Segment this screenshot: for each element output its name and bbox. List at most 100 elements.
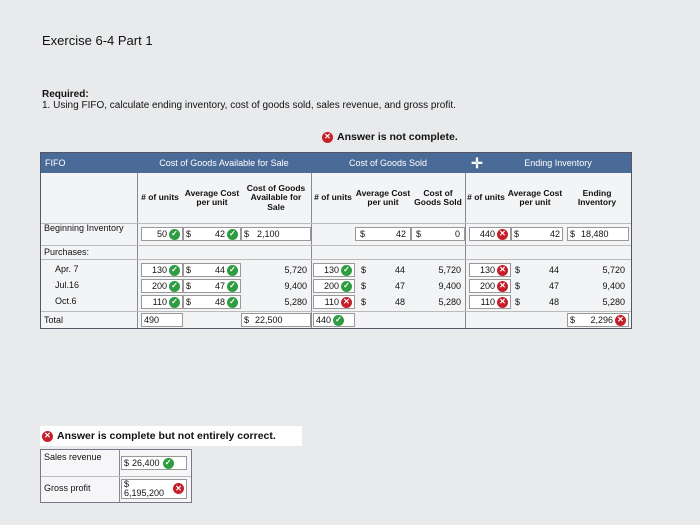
beg-cogs-value: 0 [454,229,460,239]
beg-cogs-input[interactable]: $0 [411,227,465,241]
purchase-units-input[interactable]: 200 ✓ [141,279,183,293]
goods-available-header: Cost of Goods Available for Sale [137,153,311,173]
purchase-cost-value: 48 [214,297,225,307]
purchase-cost-input[interactable]: $47 ✓ [183,279,241,293]
purchase-sold-units-input[interactable]: 110 ✕ [313,295,355,309]
dollar-sign: $ [514,229,520,239]
total-sold-units-input[interactable]: 440 ✓ [313,313,355,327]
col-avg-cost-available: Average Cost per unit [184,187,240,207]
total-units-value: 490 [144,315,160,325]
purchase-sold-units-input[interactable]: 200 ✓ [313,279,355,293]
required-label: Required: [42,89,89,100]
beg-avail-input[interactable]: $2,100 [241,227,311,241]
purchase-end-total-value: 9,400 [602,281,625,291]
purchase-end-units-input[interactable]: 200 ✕ [469,279,511,293]
gross-profit-value: 6,195,200 [124,488,165,498]
purchase-cost-value: 47 [214,281,225,291]
beg-end-cost-value: 42 [549,229,560,239]
purchase-end-cost-value: 44 [548,265,559,275]
incorrect-icon: ✕ [173,483,184,494]
col-units-available: # of units [141,192,179,203]
purchase-units-value: 130 [151,265,167,275]
dollar-sign: $ [515,297,521,307]
dollar-sign: $ [570,315,576,325]
beg-end-units-input[interactable]: 440 ✕ [469,227,511,241]
dollar-sign: $ [124,479,130,489]
correct-icon: ✓ [169,228,180,240]
dollar-sign: $ [361,281,367,291]
dollar-sign: $ [186,281,192,291]
incorrect-icon: ✕ [341,296,352,308]
incorrect-icon: ✕ [615,314,626,326]
beg-units-input[interactable]: 50 ✓ [141,227,183,241]
dollar-sign: $ [124,458,130,468]
purchase-sold-cost-value: 47 [394,281,405,291]
beg-cost-input[interactable]: $42 ✓ [183,227,241,241]
purchase-cost-value: 44 [214,265,225,275]
partial-correct-text: Answer is complete but not entirely corr… [57,430,276,442]
instruction-text: 1. Using FIFO, calculate ending inventor… [42,100,456,111]
purchase-units-value: 200 [151,281,167,291]
col-units-ending: # of units [467,192,505,203]
incorrect-icon: ✕ [42,430,53,442]
purchase-end-total-value: 5,720 [602,265,625,275]
total-end-input[interactable]: $2,296 ✕ [567,313,629,327]
expand-plus-icon[interactable]: ✛ [471,155,483,171]
beg-end-cost-input[interactable]: $42 [511,227,563,241]
purchase-end-cost-value: 47 [548,281,559,291]
sales-revenue-input[interactable]: $26,400 ✓ [121,456,187,470]
purchase-units-input[interactable]: 110 ✓ [141,295,183,309]
gross-profit-label: Gross profit [44,483,91,493]
beg-units-value: 50 [156,229,167,239]
correct-icon: ✓ [333,314,345,326]
total-avail-value: 22,500 [255,315,283,325]
purchase-end-cost-value: 48 [548,297,559,307]
incorrect-icon: ✕ [322,131,333,143]
purchase-end-units-value: 200 [479,281,495,291]
correct-icon: ✓ [227,280,238,292]
purchase-sold-cost: $48 [357,295,409,309]
col-avg-cost-sold: Average Cost per unit [355,187,411,207]
dollar-sign: $ [186,265,192,275]
correct-icon: ✓ [169,296,180,308]
gross-profit-input[interactable]: $ 6,195,200 ✕ [121,479,187,499]
row-label-purchases: Purchases: [44,247,90,257]
purchase-end-units-value: 110 [480,297,495,307]
purchase-sold-units-input[interactable]: 130 ✓ [313,263,355,277]
col-cogs: Cost of Goods Sold [414,187,462,207]
purchase-end-cost: $44 [513,263,561,277]
purchase-cost-input[interactable]: $44 ✓ [183,263,241,277]
purchase-units-input[interactable]: 130 ✓ [141,263,183,277]
correct-icon: ✓ [227,228,238,240]
purchase-end-cost: $48 [513,295,561,309]
row-label-purchase: Apr. 7 [55,264,79,274]
incorrect-icon: ✕ [497,228,508,240]
beg-avail-value: 2,100 [257,229,280,239]
total-sold-units-value: 440 [316,315,332,325]
answer-status-banner: ✕ Answer is not complete. [322,131,458,143]
purchase-end-units-input[interactable]: 110 ✕ [469,295,511,309]
dollar-sign: $ [515,265,521,275]
purchase-units-value: 110 [152,297,167,307]
total-avail-input[interactable]: $22,500 [241,313,311,327]
col-ending-inventory: Ending Inventory [577,187,617,207]
sales-revenue-label: Sales revenue [44,452,102,462]
purchase-cogs-value: 5,280 [438,297,461,307]
purchase-end-units-input[interactable]: 130 ✕ [469,263,511,277]
dollar-sign: $ [416,229,422,239]
incorrect-icon: ✕ [497,280,508,292]
total-units-input[interactable]: 490 [141,313,183,327]
beg-sold-cost-input[interactable]: $42 [355,227,411,241]
col-avg-cost-ending: Average Cost per unit [507,187,563,207]
sales-revenue-value: 26,400 [132,458,160,468]
correct-icon: ✓ [227,264,238,276]
row-label-total: Total [44,315,64,325]
purchase-cost-input[interactable]: $48 ✓ [183,295,241,309]
correct-icon: ✓ [341,280,352,292]
purchase-avail-value: 9,400 [284,281,307,291]
row-label-beginning: Beginning Inventory [44,223,124,233]
purchase-sold-cost-value: 48 [394,297,405,307]
answer-status-text: Answer is not complete. [337,131,458,143]
beg-end-total-input[interactable]: $18,480 [567,227,629,241]
col-cost-available: Cost of Goods Available for Sale [246,182,306,212]
